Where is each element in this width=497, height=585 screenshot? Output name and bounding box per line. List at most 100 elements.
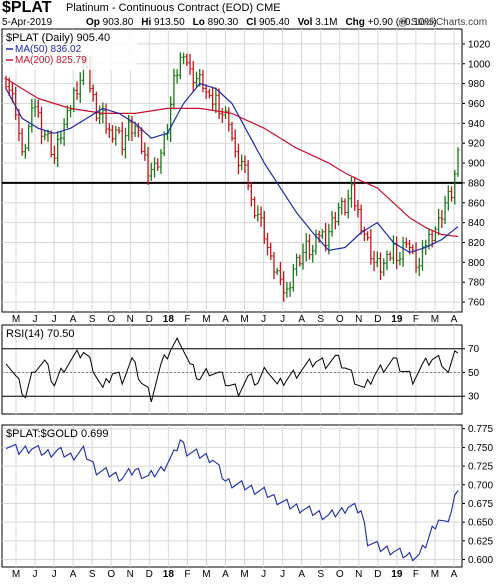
- x-tick-label: A: [298, 314, 305, 325]
- x-tick-label: J: [52, 314, 57, 325]
- x-tick-label: O: [107, 314, 115, 325]
- panel-frame: [1, 424, 463, 568]
- x-tick-label: M: [431, 569, 439, 580]
- x-tick-label: A: [451, 569, 458, 580]
- legend-price: $PLAT (Daily) 905.40: [6, 32, 110, 44]
- y-tick-label: 30: [468, 392, 480, 403]
- ma200-line: [5, 78, 459, 238]
- x-tick-label: M: [202, 569, 210, 580]
- quote-hi: Hi 913.50: [141, 17, 185, 28]
- x-tick-label: M: [431, 314, 439, 325]
- y-tick-label: 820: [468, 238, 485, 249]
- y-tick-label: 900: [468, 159, 485, 170]
- x-tick-label: A: [70, 314, 77, 325]
- x-tick-label: 19: [391, 314, 403, 325]
- x-tick-label: J: [261, 569, 266, 580]
- x-tick-label: J: [280, 314, 285, 325]
- x-tick-label: 18: [163, 569, 175, 580]
- x-tick-label: A: [222, 314, 229, 325]
- x-tick-label: F: [413, 314, 419, 325]
- y-tick-label: 1020: [468, 39, 491, 50]
- x-tick-label: N: [127, 314, 134, 325]
- y-tick-label: 920: [468, 139, 485, 150]
- y-tick-label: 840: [468, 218, 485, 229]
- quote-date: 5-Apr-2019: [2, 17, 53, 28]
- x-tick-label: A: [70, 569, 77, 580]
- x-tick-label: D: [374, 569, 381, 580]
- x-tick-label: J: [33, 569, 38, 580]
- x-tick-label: M: [240, 569, 248, 580]
- ratio-panel: 0.600 0.625 0.650 0.675 0.700 0.725 0.750 0.775…: [1, 424, 493, 568]
- x-tick-label: F: [413, 569, 419, 580]
- ma50-line: [5, 82, 459, 254]
- x-tick-label: J: [33, 314, 38, 325]
- quote-summary: Op 903.80 Hi 913.50 Lo 890.30 Cl 905.40 Vol …: [86, 17, 445, 28]
- quote-cl: Cl 905.40: [246, 17, 290, 28]
- x-tick-label: 18: [163, 314, 175, 325]
- x-axis: M J J A S O N D 18 F M A M J J A S O N D 19 F M AM J J A S O N D 18 F M A M…: [12, 314, 458, 580]
- x-tick-label: N: [355, 569, 362, 580]
- x-tick-label: S: [89, 569, 96, 580]
- y-tick-label: 0.675: [468, 499, 493, 510]
- x-tick-label: J: [261, 314, 266, 325]
- quote-chg: Chg +0.90 (+0.10%): [345, 17, 437, 28]
- y-tick-label: 940: [468, 119, 485, 130]
- quote-vol: Vol 3.1M: [297, 17, 338, 28]
- x-tick-label: O: [336, 569, 344, 580]
- y-tick-label: 0.775: [468, 424, 493, 435]
- y-tick-label: 780: [468, 278, 485, 289]
- y-tick-label: 0.700: [468, 480, 493, 491]
- legend-ma200: MA(200) 825.79: [15, 55, 87, 66]
- x-tick-label: J: [52, 569, 57, 580]
- y-tick-label: 1000: [468, 59, 491, 70]
- x-tick-label: A: [298, 569, 305, 580]
- panel-frame: [1, 28, 463, 313]
- x-tick-label: O: [336, 314, 344, 325]
- y-tick-label: 860: [468, 198, 485, 209]
- x-tick-label: S: [317, 569, 324, 580]
- x-tick-label: D: [146, 569, 153, 580]
- ratio-line: [5, 438, 459, 562]
- legend-ma50: MA(50) 836.02: [15, 44, 82, 55]
- rsi-legend: RSI(14) 70.50: [6, 328, 74, 340]
- x-tick-label: M: [12, 569, 20, 580]
- y-tick-label: 0.600: [468, 555, 493, 566]
- x-tick-label: M: [202, 314, 210, 325]
- x-tick-label: D: [374, 314, 381, 325]
- x-tick-label: J: [280, 569, 285, 580]
- y-tick-label: 960: [468, 99, 485, 110]
- y-tick-label: 0.725: [468, 462, 493, 473]
- x-tick-label: F: [184, 569, 190, 580]
- price-panel: 760 780 800 820 840 860 880 900 920 940 960 980 1000…: [1, 28, 491, 313]
- x-tick-label: D: [146, 314, 153, 325]
- y-tick-label: 760: [468, 298, 485, 309]
- y-tick-label: 0.650: [468, 518, 493, 529]
- y-tick-label: 880: [468, 178, 485, 189]
- legend-box: [5, 31, 137, 70]
- contract-description: Platinum - Continuous Contract (EOD) CME: [66, 2, 281, 14]
- x-tick-label: M: [12, 314, 20, 325]
- y-tick-label: 0.625: [468, 536, 493, 547]
- x-tick-label: S: [317, 314, 324, 325]
- quote-lo: Lo 890.30: [192, 17, 239, 28]
- quote-op: Op 903.80: [86, 17, 134, 28]
- ratio-legend: $PLAT:$GOLD 0.699: [6, 428, 109, 440]
- symbol-title: $PLAT: [2, 0, 52, 16]
- x-tick-label: F: [184, 314, 190, 325]
- y-tick-label: 980: [468, 79, 485, 90]
- x-tick-label: S: [89, 314, 96, 325]
- y-tick-label: 800: [468, 258, 485, 269]
- x-tick-label: M: [240, 314, 248, 325]
- x-tick-label: N: [127, 569, 134, 580]
- brand-watermark: @ StockCharts.com: [398, 17, 488, 28]
- rsi-panel: 30 50 70 RSI(14) 70.50: [1, 324, 480, 415]
- y-tick-label: 0.750: [468, 443, 493, 454]
- y-tick-label: 70: [468, 344, 480, 355]
- y-tick-label: 50: [468, 368, 480, 379]
- x-tick-label: A: [451, 314, 458, 325]
- rsi-line: [5, 336, 459, 403]
- x-tick-label: 19: [391, 569, 403, 580]
- x-tick-label: O: [107, 569, 115, 580]
- x-tick-label: A: [222, 569, 229, 580]
